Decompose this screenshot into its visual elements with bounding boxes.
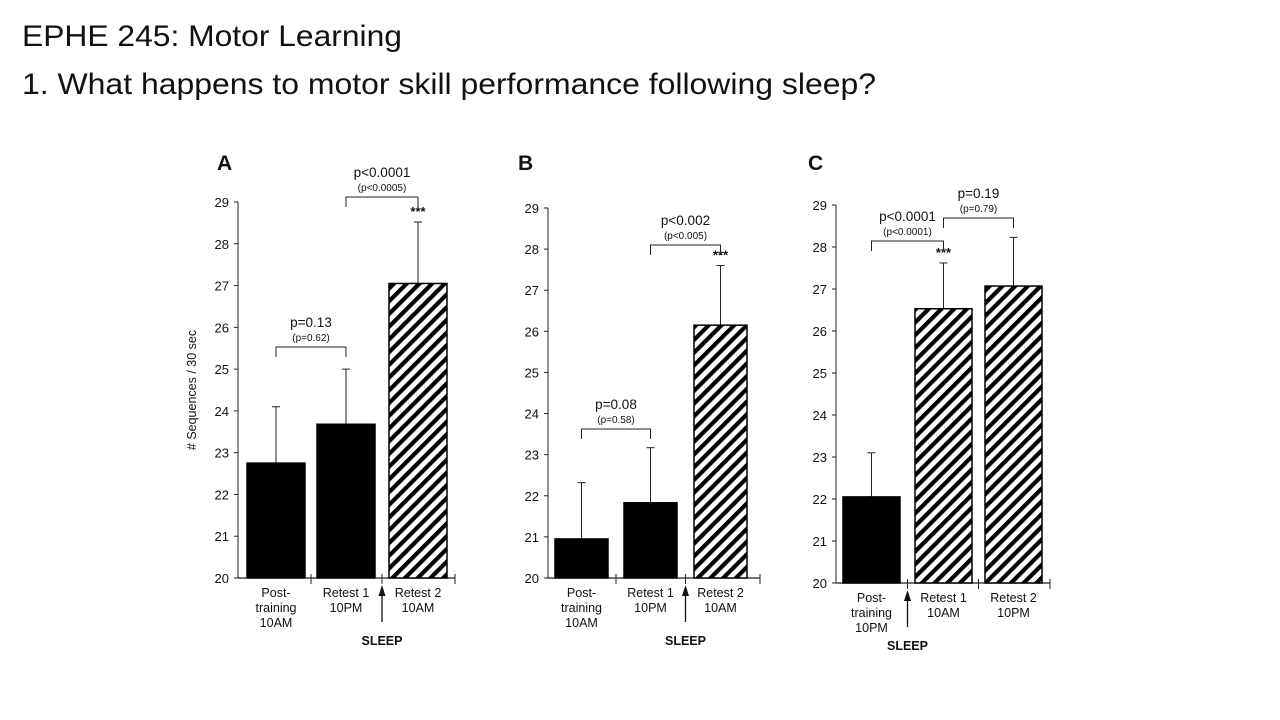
x-category-label: 10PM xyxy=(855,621,888,635)
x-category-label: training xyxy=(256,601,297,615)
chart-panel-b: B20212223242526272829Post-training10AMRe… xyxy=(518,152,761,648)
y-tick-label: 24 xyxy=(813,408,827,423)
p-value-secondary: (p<0.0001) xyxy=(883,227,932,238)
y-tick-label: 23 xyxy=(813,450,827,465)
chart-panel-c: C20212223242526272829Post-training10PMRe… xyxy=(808,152,1051,653)
x-category-label: Retest 2 xyxy=(395,586,442,600)
sleep-arrow-head xyxy=(378,585,386,596)
y-tick-label: 21 xyxy=(813,534,827,549)
sleep-arrow-head xyxy=(904,590,911,601)
y-tick-label: 20 xyxy=(215,571,229,586)
x-category-label: Retest 1 xyxy=(323,586,370,600)
y-tick-label: 26 xyxy=(813,324,827,339)
comparison-bracket xyxy=(581,428,651,439)
comparison-bracket xyxy=(345,196,419,207)
x-category-label: Post- xyxy=(567,586,596,600)
y-axis-label: # Sequences / 30 sec xyxy=(185,330,199,450)
y-tick-label: 20 xyxy=(525,571,539,586)
p-value-secondary: (p<0.0005) xyxy=(358,183,407,194)
x-category-label: 10AM xyxy=(260,616,293,630)
y-tick-label: 23 xyxy=(215,446,229,461)
bar xyxy=(842,496,901,584)
x-category-label: Retest 2 xyxy=(697,586,744,600)
bar xyxy=(693,324,748,579)
y-tick-label: 22 xyxy=(813,492,827,507)
x-category-label: Post- xyxy=(261,586,290,600)
y-tick-label: 20 xyxy=(813,576,827,591)
y-tick-label: 25 xyxy=(525,365,539,380)
y-tick-label: 29 xyxy=(525,201,539,216)
sleep-label: SLEEP xyxy=(887,639,928,653)
y-tick-label: 28 xyxy=(215,237,229,252)
y-tick-label: 28 xyxy=(525,242,539,257)
x-category-label: Retest 2 xyxy=(990,591,1037,605)
bar xyxy=(316,423,376,579)
y-tick-label: 24 xyxy=(525,407,539,422)
x-category-label: Retest 1 xyxy=(920,591,967,605)
sleep-label: SLEEP xyxy=(362,634,403,648)
x-category-label: 10PM xyxy=(634,601,667,615)
y-tick-label: 21 xyxy=(525,530,539,545)
bar xyxy=(623,502,678,579)
y-tick-label: 23 xyxy=(525,448,539,463)
p-value: p=0.19 xyxy=(958,186,1000,201)
x-category-label: 10AM xyxy=(927,606,960,620)
y-tick-label: 24 xyxy=(215,404,229,419)
y-tick-label: 26 xyxy=(525,324,539,339)
bar xyxy=(984,285,1043,584)
y-tick-label: 25 xyxy=(813,366,827,381)
sleep-label: SLEEP xyxy=(665,634,706,648)
x-category-label: 10AM xyxy=(565,616,598,630)
x-category-label: Post- xyxy=(857,591,886,605)
y-tick-label: 28 xyxy=(813,240,827,255)
y-tick-label: 27 xyxy=(525,283,539,298)
significance-marker: *** xyxy=(936,245,952,260)
bar xyxy=(554,538,609,579)
slide-question: 1. What happens to motor skill performan… xyxy=(22,68,876,101)
y-tick-label: 25 xyxy=(215,362,229,377)
panel-label: C xyxy=(808,152,823,175)
p-value-secondary: (p=0.79) xyxy=(960,204,998,215)
significance-marker: *** xyxy=(713,248,729,263)
x-category-label: training xyxy=(851,606,892,620)
panel-label: A xyxy=(217,152,232,175)
x-category-label: 10AM xyxy=(704,601,737,615)
p-value: p<0.0001 xyxy=(354,165,411,180)
bar xyxy=(246,462,306,579)
p-value-secondary: (p=0.58) xyxy=(597,415,635,426)
p-value-secondary: (p=0.62) xyxy=(292,333,330,344)
y-tick-label: 22 xyxy=(525,489,539,504)
x-category-label: Retest 1 xyxy=(627,586,674,600)
bar xyxy=(914,307,973,584)
p-value: p=0.08 xyxy=(595,397,637,412)
comparison-bracket xyxy=(650,244,721,255)
y-tick-label: 29 xyxy=(215,195,229,210)
y-tick-label: 26 xyxy=(215,320,229,335)
bar xyxy=(388,282,448,579)
y-tick-label: 29 xyxy=(813,198,827,213)
significance-marker: *** xyxy=(410,204,426,219)
x-category-label: 10PM xyxy=(330,601,363,615)
comparison-bracket xyxy=(943,217,1014,228)
x-category-label: 10PM xyxy=(997,606,1030,620)
y-tick-label: 27 xyxy=(813,282,827,297)
p-value-secondary: (p<0.005) xyxy=(664,231,707,242)
x-category-label: 10AM xyxy=(402,601,435,615)
y-tick-label: 21 xyxy=(215,529,229,544)
comparison-bracket xyxy=(275,346,347,357)
comparison-bracket xyxy=(871,240,944,251)
x-category-label: training xyxy=(561,601,602,615)
chart-panel-a: A 20 21 22 23 24 25 26 27 28 29 # Sequences / 30 se… xyxy=(185,152,456,648)
y-tick-label: 22 xyxy=(215,487,229,502)
p-value: p<0.0001 xyxy=(879,209,936,224)
panel-label: B xyxy=(518,152,533,175)
p-value: p=0.13 xyxy=(290,315,332,330)
y-tick-label: 27 xyxy=(215,279,229,294)
slide-heading: EPHE 245: Motor Learning xyxy=(22,20,402,53)
p-value: p<0.002 xyxy=(661,213,710,228)
charts: A 20 21 22 23 24 25 26 27 28 29 # Sequences / 30 se… xyxy=(185,152,1051,653)
sleep-arrow-head xyxy=(682,585,689,596)
